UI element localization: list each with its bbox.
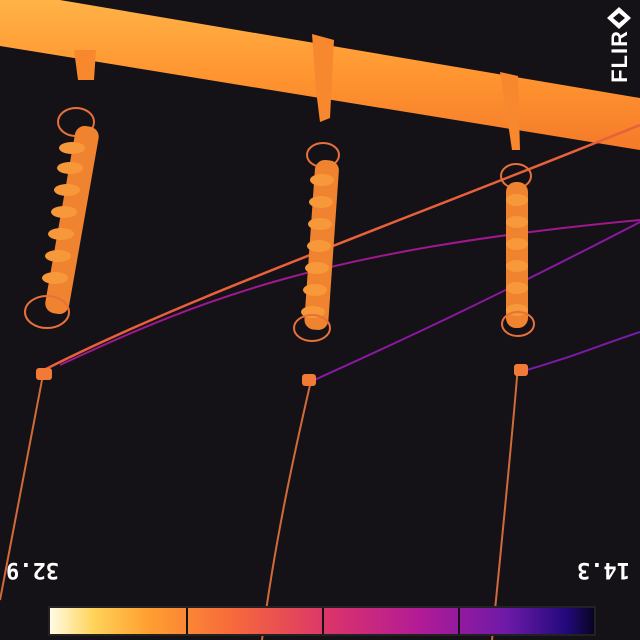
brand-name: FLIR: [607, 30, 632, 83]
drop-wire: [0, 379, 43, 601]
conductor-wire-hot: [39, 123, 640, 374]
conductor-wire: [309, 221, 640, 383]
diamond-icon: [607, 7, 631, 29]
temp-max-label: 32.9: [6, 557, 59, 582]
wire-clamp: [514, 364, 528, 376]
insulator-string: [293, 142, 340, 342]
bracket: [74, 34, 520, 150]
scale-tick: [186, 608, 188, 634]
wire-clamp: [36, 368, 52, 380]
conductor-wire: [59, 219, 640, 366]
insulator-string: [500, 163, 535, 337]
temp-min-label: 14.3: [577, 557, 630, 582]
scale-tick: [322, 608, 324, 634]
insulator-string: [24, 107, 99, 329]
color-scale-bar: [48, 606, 596, 636]
drop-wire: [261, 384, 311, 640]
conductor-wire: [519, 331, 640, 373]
drop-wire: [491, 364, 519, 640]
scale-tick: [458, 608, 460, 634]
brand-logo: FLIR: [604, 6, 634, 130]
wire-clamp: [302, 374, 316, 386]
